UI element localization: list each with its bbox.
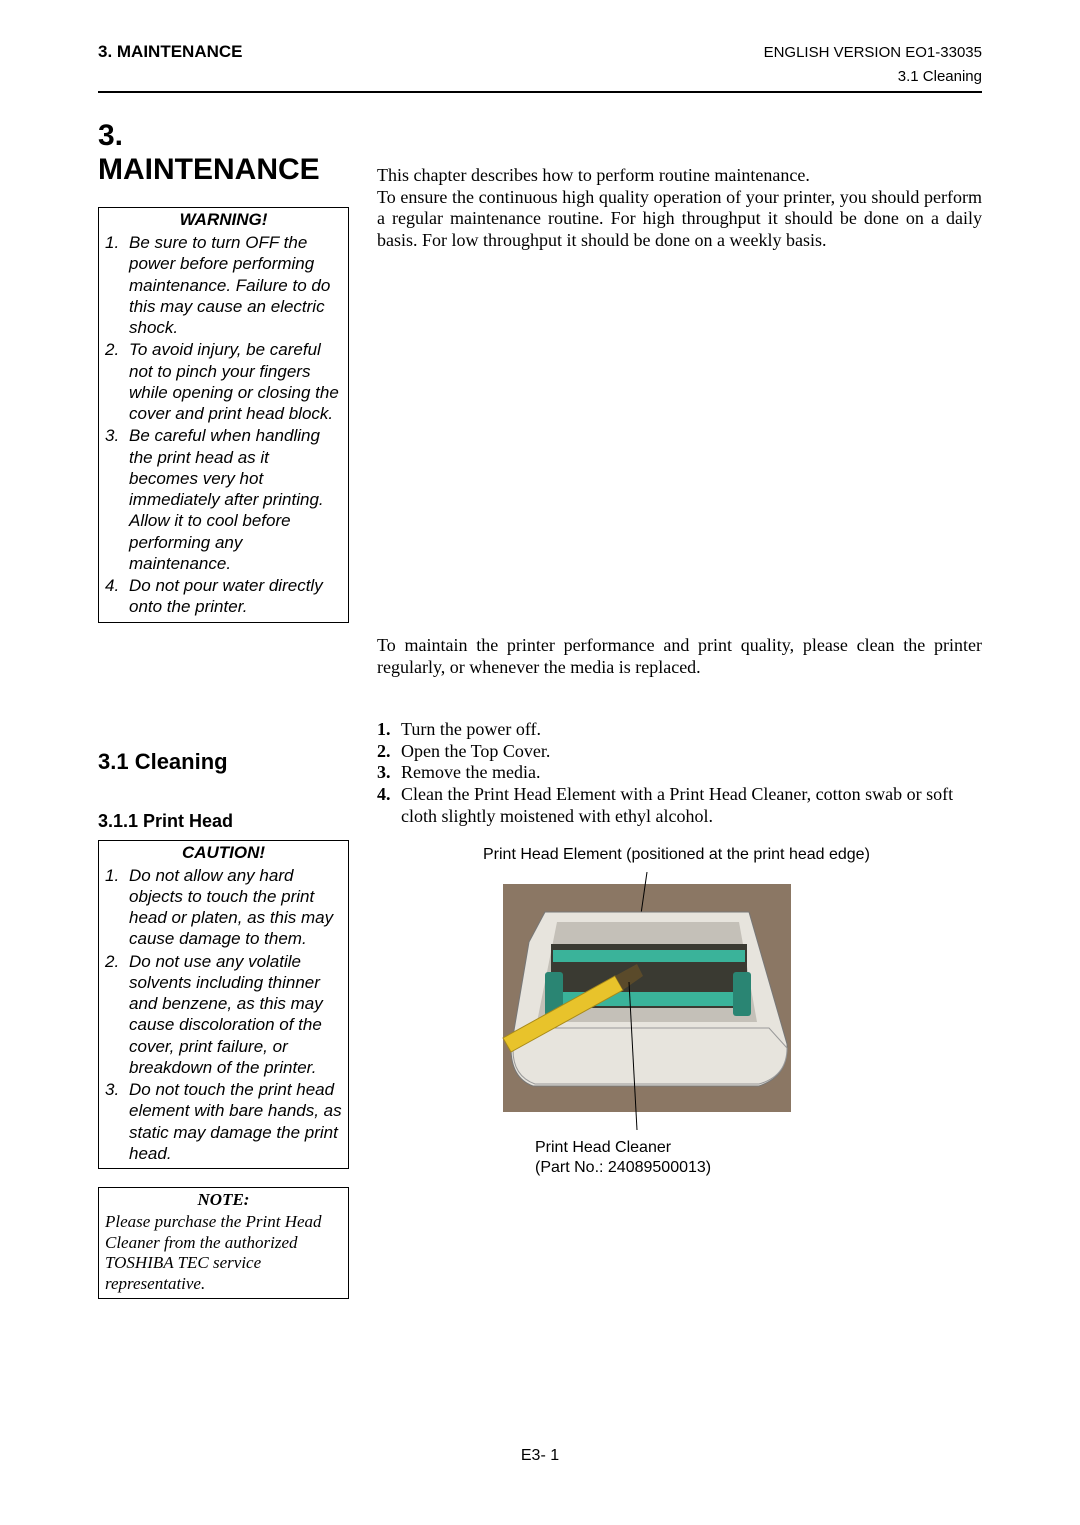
warning-item: 1.Be sure to turn OFF the power before p… [105,232,342,338]
step-list: 1.Turn the power off. 2.Open the Top Cov… [377,719,982,829]
cleaning-text: To maintain the printer performance and … [377,635,982,678]
warning-title: WARNING! [99,208,348,232]
chapter-title: 3. MAINTENANCE [98,119,349,187]
left-column: 3. MAINTENANCE WARNING! 1.Be sure to tur… [98,119,349,1299]
warning-item: 4.Do not pour water directly onto the pr… [105,575,342,618]
step-item: 2.Open the Top Cover. [377,741,982,763]
caution-title: CAUTION! [99,841,348,865]
note-body: Please purchase the Print Head Cleaner f… [105,1212,342,1295]
right-column: This chapter describes how to perform ro… [377,119,982,1299]
warning-item: 3.Be careful when handling the print hea… [105,425,342,574]
warning-list: 1.Be sure to turn OFF the power before p… [99,232,348,622]
figure-caption-top: Print Head Element (positioned at the pr… [483,846,982,864]
warning-box: WARNING! 1.Be sure to turn OFF the power… [98,207,349,623]
step-item: 4.Clean the Print Head Element with a Pr… [377,784,982,828]
figure-area: Print Head Element (positioned at the pr… [377,846,982,1178]
warning-item: 2.To avoid injury, be careful not to pin… [105,339,342,424]
caution-item: 3.Do not touch the print head element wi… [105,1079,342,1164]
intro-text: This chapter describes how to perform ro… [377,165,982,251]
caution-box: CAUTION! 1.Do not allow any hard objects… [98,840,349,1170]
subsection-3-1-1-title: 3.1.1 Print Head [98,811,349,832]
header-left: 3. MAINTENANCE [98,42,243,62]
section-3-1-title: 3.1 Cleaning [98,749,349,775]
header-rule [98,91,982,93]
caution-item: 2.Do not use any volatile solvents inclu… [105,951,342,1079]
page-number: E3- 1 [0,1447,1080,1465]
step-item: 3.Remove the media. [377,762,982,784]
caution-item: 1.Do not allow any hard objects to touch… [105,865,342,950]
print-head-figure [487,872,807,1132]
figure-caption-bottom: Print Head Cleaner (Part No.: 2408950001… [535,1138,982,1178]
note-box: NOTE: Please purchase the Print Head Cle… [98,1187,349,1299]
caution-list: 1.Do not allow any hard objects to touch… [99,865,348,1169]
header-sub: 3.1 Cleaning [98,68,982,85]
step-item: 1.Turn the power off. [377,719,982,741]
note-title: NOTE: [105,1188,342,1212]
page-header: 3. MAINTENANCE ENGLISH VERSION EO1-33035 [98,42,982,62]
header-right: ENGLISH VERSION EO1-33035 [764,44,982,61]
